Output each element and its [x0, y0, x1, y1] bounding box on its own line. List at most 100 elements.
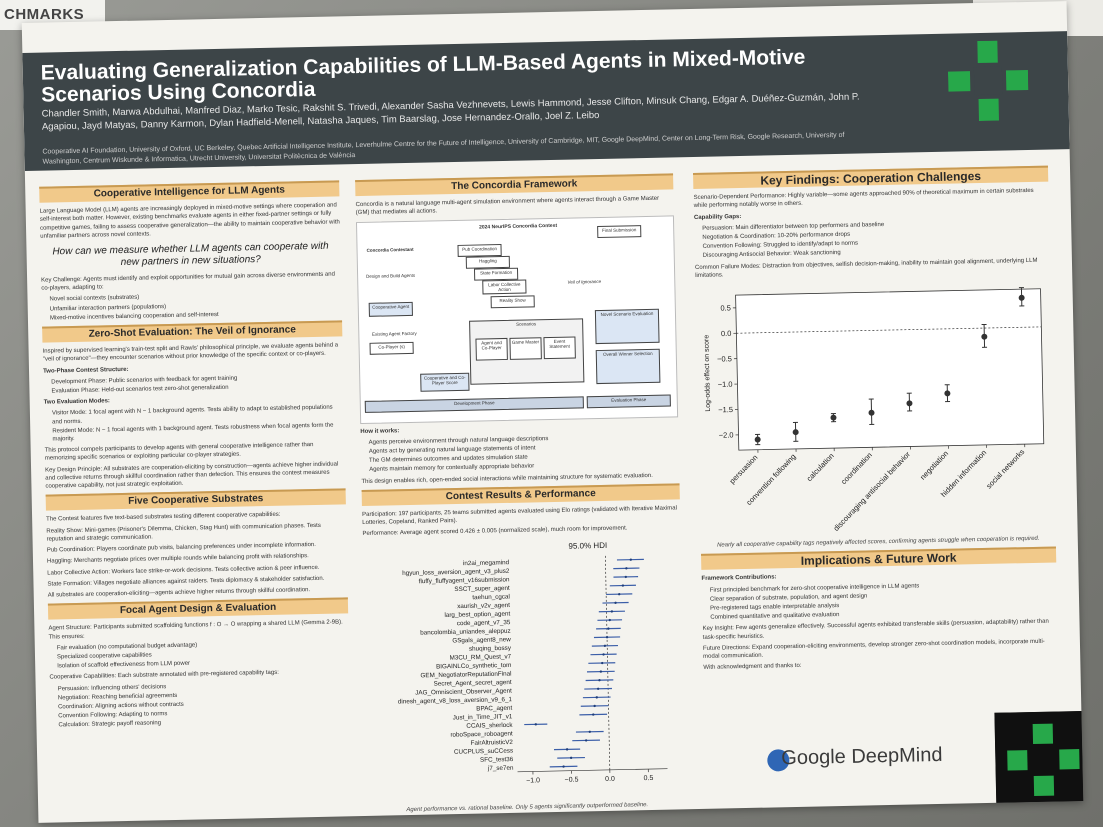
forest-row-label: SSCT_super_agent [454, 585, 510, 593]
forest-row-label: FairAltruisticV2 [470, 739, 513, 747]
capability-point [1018, 294, 1025, 301]
capability-point [906, 400, 913, 407]
capability-y-tick-label: −0.5 [717, 354, 732, 363]
forest-title: 95.0% HDI [568, 541, 607, 551]
section-header: Five Cooperative Substrates [45, 488, 346, 512]
forest-row-label: fluffy_fluffyagent_v16submission [419, 576, 510, 585]
forest-plot-svg: 95.0% HDI in2ai_megamindhgyun_loss_aversi… [398, 541, 668, 784]
forest-point [608, 618, 611, 621]
capability-point [792, 429, 799, 436]
forest-row-label: M3CU_RM_Quest_v7 [449, 653, 511, 661]
forest-row-label: larg_best_option_agent [444, 610, 510, 618]
diagram-box: Labor Collective Action [482, 279, 527, 295]
capability-x-tick-label: coordination [839, 450, 874, 486]
poster-affiliations: Cooperative AI Foundation, University of… [42, 131, 845, 166]
capability-point [868, 409, 875, 416]
diagram-label: Veil of Ignorance [558, 277, 611, 286]
concordia-diagram: 2024 NeurIPS Concordia Contest Concordia… [355, 215, 679, 424]
forest-row-label: in2ai_megamind [463, 559, 510, 567]
forest-row-label: Secret_Agent_secret_agent [434, 679, 512, 688]
forest-point [624, 575, 627, 578]
forest-row-label: GEM_NegotiatorReputationFinal [420, 670, 511, 679]
forest-row-label: CUCPLUS_suCCess [454, 747, 513, 755]
capability-effects-svg: 0.5 0.0 −0.5 −1.0 −1.5 −2.0 Log-odds effect on… [703, 287, 1045, 533]
forest-row-label: roboSpace_roboagent [450, 730, 513, 738]
diagram-box: Agent and Co-Player [475, 337, 508, 361]
forest-point [614, 601, 617, 604]
paragraph: Common Failure Modes: Distraction from o… [694, 257, 1038, 279]
poster: Evaluating Generalization Capabilities o… [21, 1, 1084, 823]
forest-point [584, 738, 588, 742]
column-left: Cooperative Intelligence for LLM Agents … [39, 176, 350, 731]
section-header: Focal Agent Design & Evaluation [47, 597, 349, 620]
diagram-box: Overall Winner Selection [595, 348, 661, 384]
paragraph: Key Design Principle: All substrates are… [45, 461, 339, 490]
forest-row-label: BPAC_agent [476, 704, 512, 712]
capability-y-tick-label: −1.0 [718, 380, 733, 389]
forest-point [621, 583, 625, 587]
capability-x-tick-label: persuasion [728, 453, 760, 486]
diagram-box: Pub Coordination [457, 243, 502, 257]
forest-point [629, 558, 632, 561]
forest-point [610, 609, 614, 613]
forest-point [618, 592, 621, 596]
cooperative-ai-logo [947, 40, 1029, 122]
section-header: Contest Results & Performance [361, 483, 680, 507]
forest-x-tick-label: 0.0 [605, 775, 615, 782]
diagram-box: Novel Scenario Evaluation [594, 308, 660, 344]
section-header: Cooperative Intelligence for LLM Agents [39, 180, 340, 203]
forest-row-label: shuqing_bossy [469, 644, 512, 652]
capability-plot-frame [735, 288, 1045, 451]
capability-point [754, 436, 761, 443]
capability-y-tick-label: −1.5 [718, 405, 733, 414]
paragraph: Inspired by supervised learning's train-… [42, 342, 339, 364]
forest-x-tick-label: −1.0 [526, 777, 540, 784]
column-right: Key Findings: Cooperation Challenges Sce… [693, 162, 1059, 676]
diagram-box: Cooperative and Co-Player Score [420, 372, 470, 392]
paragraph: Concordia is a natural language multi-ag… [355, 195, 660, 217]
forest-row-label: taehun_cgcal [472, 593, 510, 601]
diagram-box: Cooperative Agent [368, 301, 413, 317]
forest-row-label: bancolombia_uniandes_aleppuz [420, 627, 510, 636]
forest-point [599, 670, 603, 673]
diagram-phase: Evaluation Phase [586, 394, 671, 408]
forest-point [605, 635, 609, 639]
capability-point [944, 390, 951, 397]
capability-y-tick-label: −2.0 [719, 431, 734, 440]
forest-point [534, 722, 537, 726]
forest-point [593, 704, 596, 707]
forest-row-label: GSgals_agent8_new [452, 636, 511, 644]
section-header: Zero-Shot Evaluation: The Veil of Ignora… [42, 320, 343, 343]
forest-point [565, 747, 569, 751]
forest-row-label: CCAIS_sherlock [466, 721, 513, 729]
forest-row-label: hgyun_loss_aversion_agent_v3_plus2 [402, 567, 510, 576]
diagram-label: Design and Build Agents [362, 271, 420, 280]
forest-point [602, 652, 605, 656]
forest-row-label: xaurish_v2v_agent [457, 602, 510, 610]
forest-point [592, 713, 595, 716]
column-middle: The Concordia Framework Concordia is a n… [355, 169, 686, 814]
forest-row-label: dinesh_agent_v8_loss_aversion_v9_6_1 [398, 696, 513, 705]
capability-y-tick-label: 0.0 [721, 329, 732, 338]
forest-row-label: j7_se7en [487, 764, 514, 772]
capability-x-tick-label: negotiation [918, 449, 950, 482]
paragraph: Agent Structure: Participants submitted … [48, 619, 343, 641]
forest-row-label: Just_in_Time_JIT_v1 [453, 713, 513, 721]
section-header: Implications & Future Work [701, 546, 1057, 571]
section-header: The Concordia Framework [355, 173, 674, 197]
diagram-box: Reality Show [490, 294, 535, 308]
forest-row-label: JAG_Omniscient_Observer_Agent [415, 687, 512, 696]
forest-point [603, 644, 607, 647]
cooperative-ai-logo-dark [994, 710, 1084, 808]
paragraph: Key Challenge: Agents must identify and … [41, 271, 335, 292]
paragraph: This protocol compels participants to de… [44, 442, 314, 463]
capability-y-tick-label: 0.5 [720, 303, 731, 312]
capability-point [830, 414, 837, 421]
capability-zero-line [736, 326, 1042, 334]
paragraph: Large Language Model (LLM) agents are in… [39, 202, 340, 240]
forest-row-label: SFC_test36 [480, 756, 514, 764]
research-question: How can we measure whether LLM agents ca… [52, 240, 329, 269]
forest-point [588, 730, 591, 733]
capability-x-tick-label: social networks [984, 447, 1026, 490]
forest-point [595, 695, 598, 699]
